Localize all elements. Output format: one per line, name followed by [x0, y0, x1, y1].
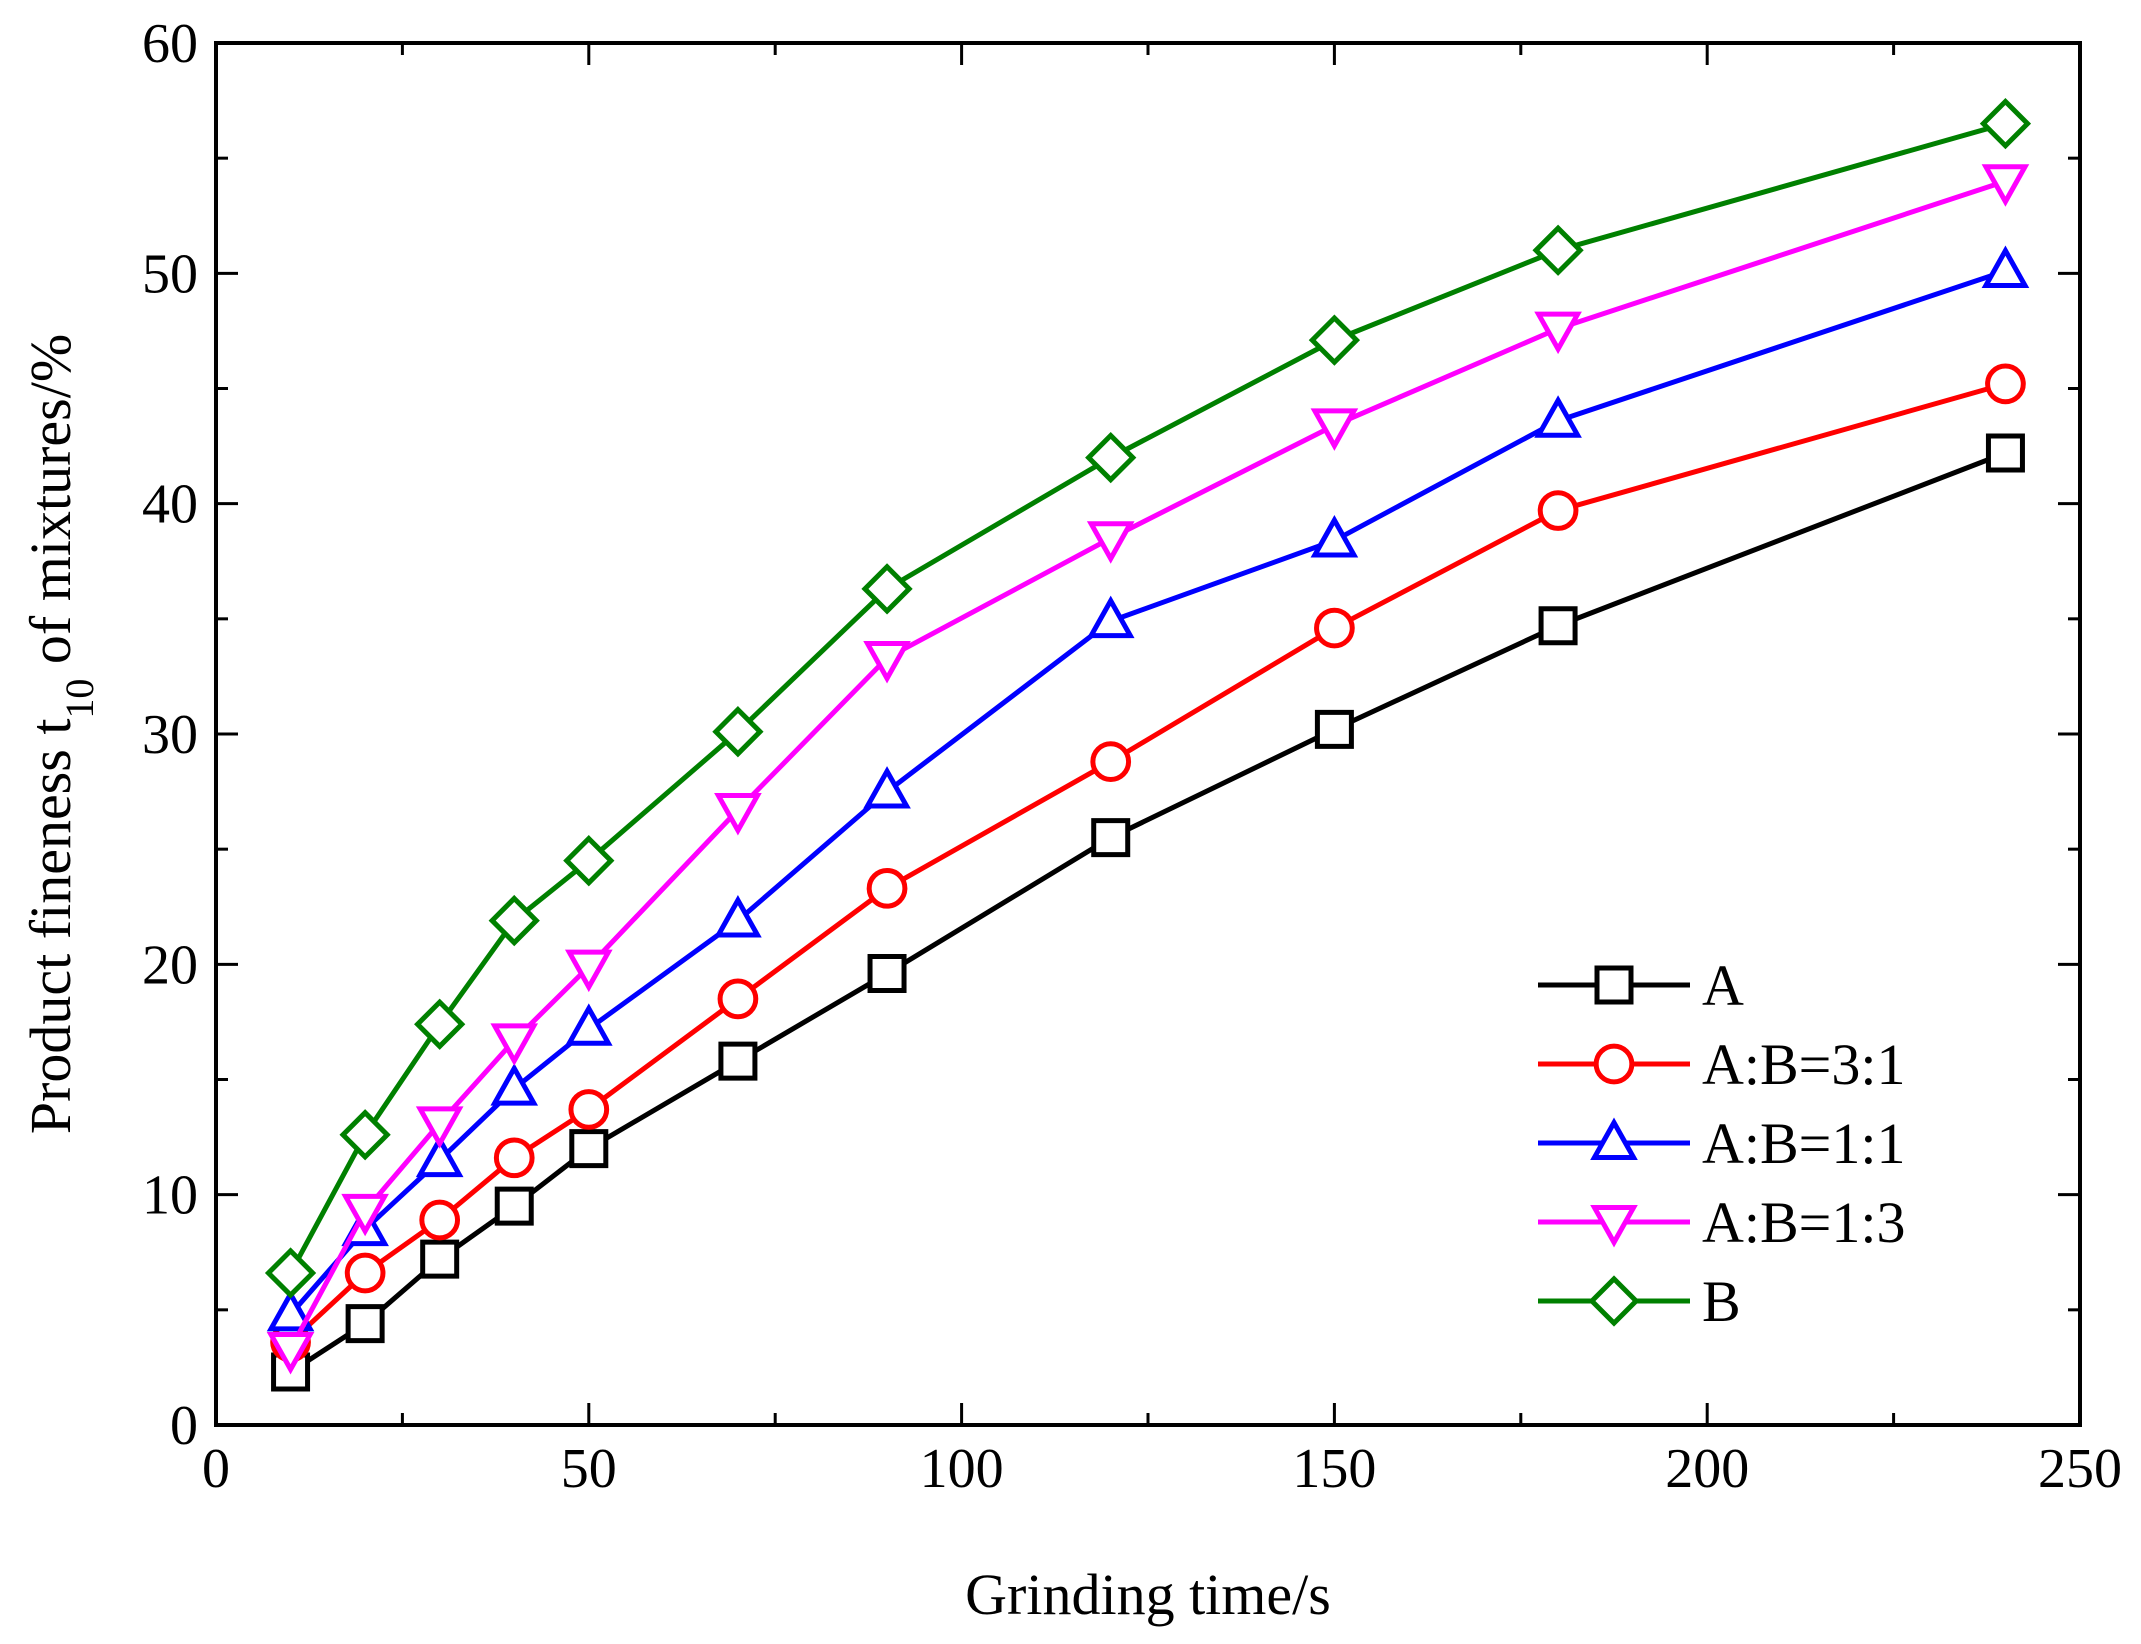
legend-item: A [1538, 953, 1744, 1018]
data-point [1085, 431, 1137, 484]
y-tick-label: 60 [142, 13, 198, 75]
legend-marker [1588, 1275, 1640, 1327]
data-point [1314, 607, 1355, 649]
data-point [493, 1137, 535, 1179]
y-tick-label: 0 [170, 1395, 198, 1457]
data-point [264, 1247, 317, 1299]
data-point [490, 1063, 539, 1106]
data-point [490, 1023, 539, 1066]
legend-item: A:B=3:1 [1538, 1032, 1906, 1097]
y-axis-title: Product fineness t10 of mixtures/% [18, 334, 102, 1134]
series-A [271, 433, 2025, 1392]
data-point [863, 641, 911, 684]
data-point [1534, 311, 1582, 355]
series-A:B=1:1 [266, 245, 2030, 1332]
data-point [1310, 408, 1359, 451]
y-tick-label: 20 [142, 934, 198, 996]
y-tick-label: 30 [142, 704, 198, 766]
data-point [564, 949, 613, 993]
data-point [1979, 97, 2032, 150]
data-point [712, 706, 764, 758]
plot-layer [264, 97, 2032, 1392]
legend: A A:B=3:1 A:B=1:1 A:B=1:3 B [1538, 953, 1906, 1334]
data-point [1086, 521, 1135, 564]
data-point [861, 563, 913, 615]
legend-item: B [1538, 1269, 1741, 1334]
data-point [1308, 314, 1361, 366]
data-point [568, 1089, 610, 1130]
data-point [1090, 741, 1132, 782]
data-point [415, 1106, 464, 1149]
legend-label: A:B=1:1 [1702, 1111, 1906, 1176]
y-axis-title-suffix: of mixtures/% [18, 334, 83, 679]
y-tick-label: 50 [142, 243, 198, 305]
data-point [414, 998, 466, 1050]
data-point [344, 1252, 386, 1294]
data-point [1537, 490, 1579, 531]
y-tick-label: 40 [142, 474, 198, 536]
data-point [717, 978, 759, 1020]
y-axis-title-prefix: Product fineness t [18, 719, 83, 1135]
x-tick-label: 200 [1665, 1438, 1749, 1500]
legend-label: B [1702, 1269, 1741, 1334]
data-point [1091, 818, 1131, 858]
data-point [1985, 433, 2025, 473]
data-point [1314, 709, 1354, 749]
x-tick-label: 50 [561, 1438, 617, 1500]
data-point [867, 954, 907, 994]
data-point [345, 1304, 385, 1344]
series-B [264, 97, 2032, 1299]
data-point [1534, 395, 1582, 438]
data-point [866, 867, 908, 909]
legend-marker [1594, 965, 1634, 1005]
x-axis-title: Grinding time/s [965, 1562, 1331, 1627]
x-tick-label: 250 [2038, 1438, 2122, 1500]
data-point [863, 766, 911, 809]
data-point [494, 1186, 534, 1226]
data-point [419, 1199, 461, 1241]
data-point [1981, 245, 2030, 288]
data-point [266, 1288, 315, 1332]
data-point [1538, 606, 1578, 646]
x-tick-label: 0 [202, 1438, 230, 1500]
data-point [1532, 224, 1584, 276]
data-point [1086, 595, 1135, 639]
data-point [714, 895, 762, 938]
data-point [341, 1193, 389, 1237]
x-tick-label: 100 [920, 1438, 1004, 1500]
series-A:B=3:1 [270, 363, 2026, 1363]
data-point [564, 1003, 613, 1046]
data-point [266, 1332, 315, 1375]
data-point [1985, 363, 2026, 405]
tick-layer: 0 50 100 150 200 250 0 10 20 30 40 50 60 [142, 13, 2122, 1500]
legend-marker [1590, 1205, 1638, 1248]
data-point [339, 1109, 391, 1161]
data-point [563, 835, 615, 887]
y-tick-label: 10 [142, 1165, 198, 1227]
legend-marker [1593, 1043, 1635, 1085]
legend-label: A:B=3:1 [1702, 1032, 1906, 1097]
legend-item: A:B=1:3 [1538, 1190, 1906, 1255]
legend-item: A:B=1:1 [1538, 1111, 1906, 1176]
data-point [488, 894, 540, 947]
data-point [420, 1239, 460, 1279]
legend-label: A [1702, 953, 1744, 1018]
data-point [415, 1134, 464, 1178]
data-point [1310, 515, 1359, 558]
label-layer: Grinding time/s Product fineness t10 of … [18, 334, 1331, 1627]
y-axis-title-subscript: 10 [57, 679, 102, 719]
x-tick-label: 150 [1292, 1438, 1376, 1500]
data-point [718, 1041, 758, 1081]
data-point [569, 1129, 609, 1169]
data-point [714, 793, 762, 836]
legend-marker [1590, 1117, 1638, 1160]
series-A:B=1:3 [266, 164, 2030, 1375]
legend-label: A:B=1:3 [1702, 1190, 1906, 1255]
data-point [1981, 164, 2030, 207]
plot-frame [214, 41, 2082, 1427]
